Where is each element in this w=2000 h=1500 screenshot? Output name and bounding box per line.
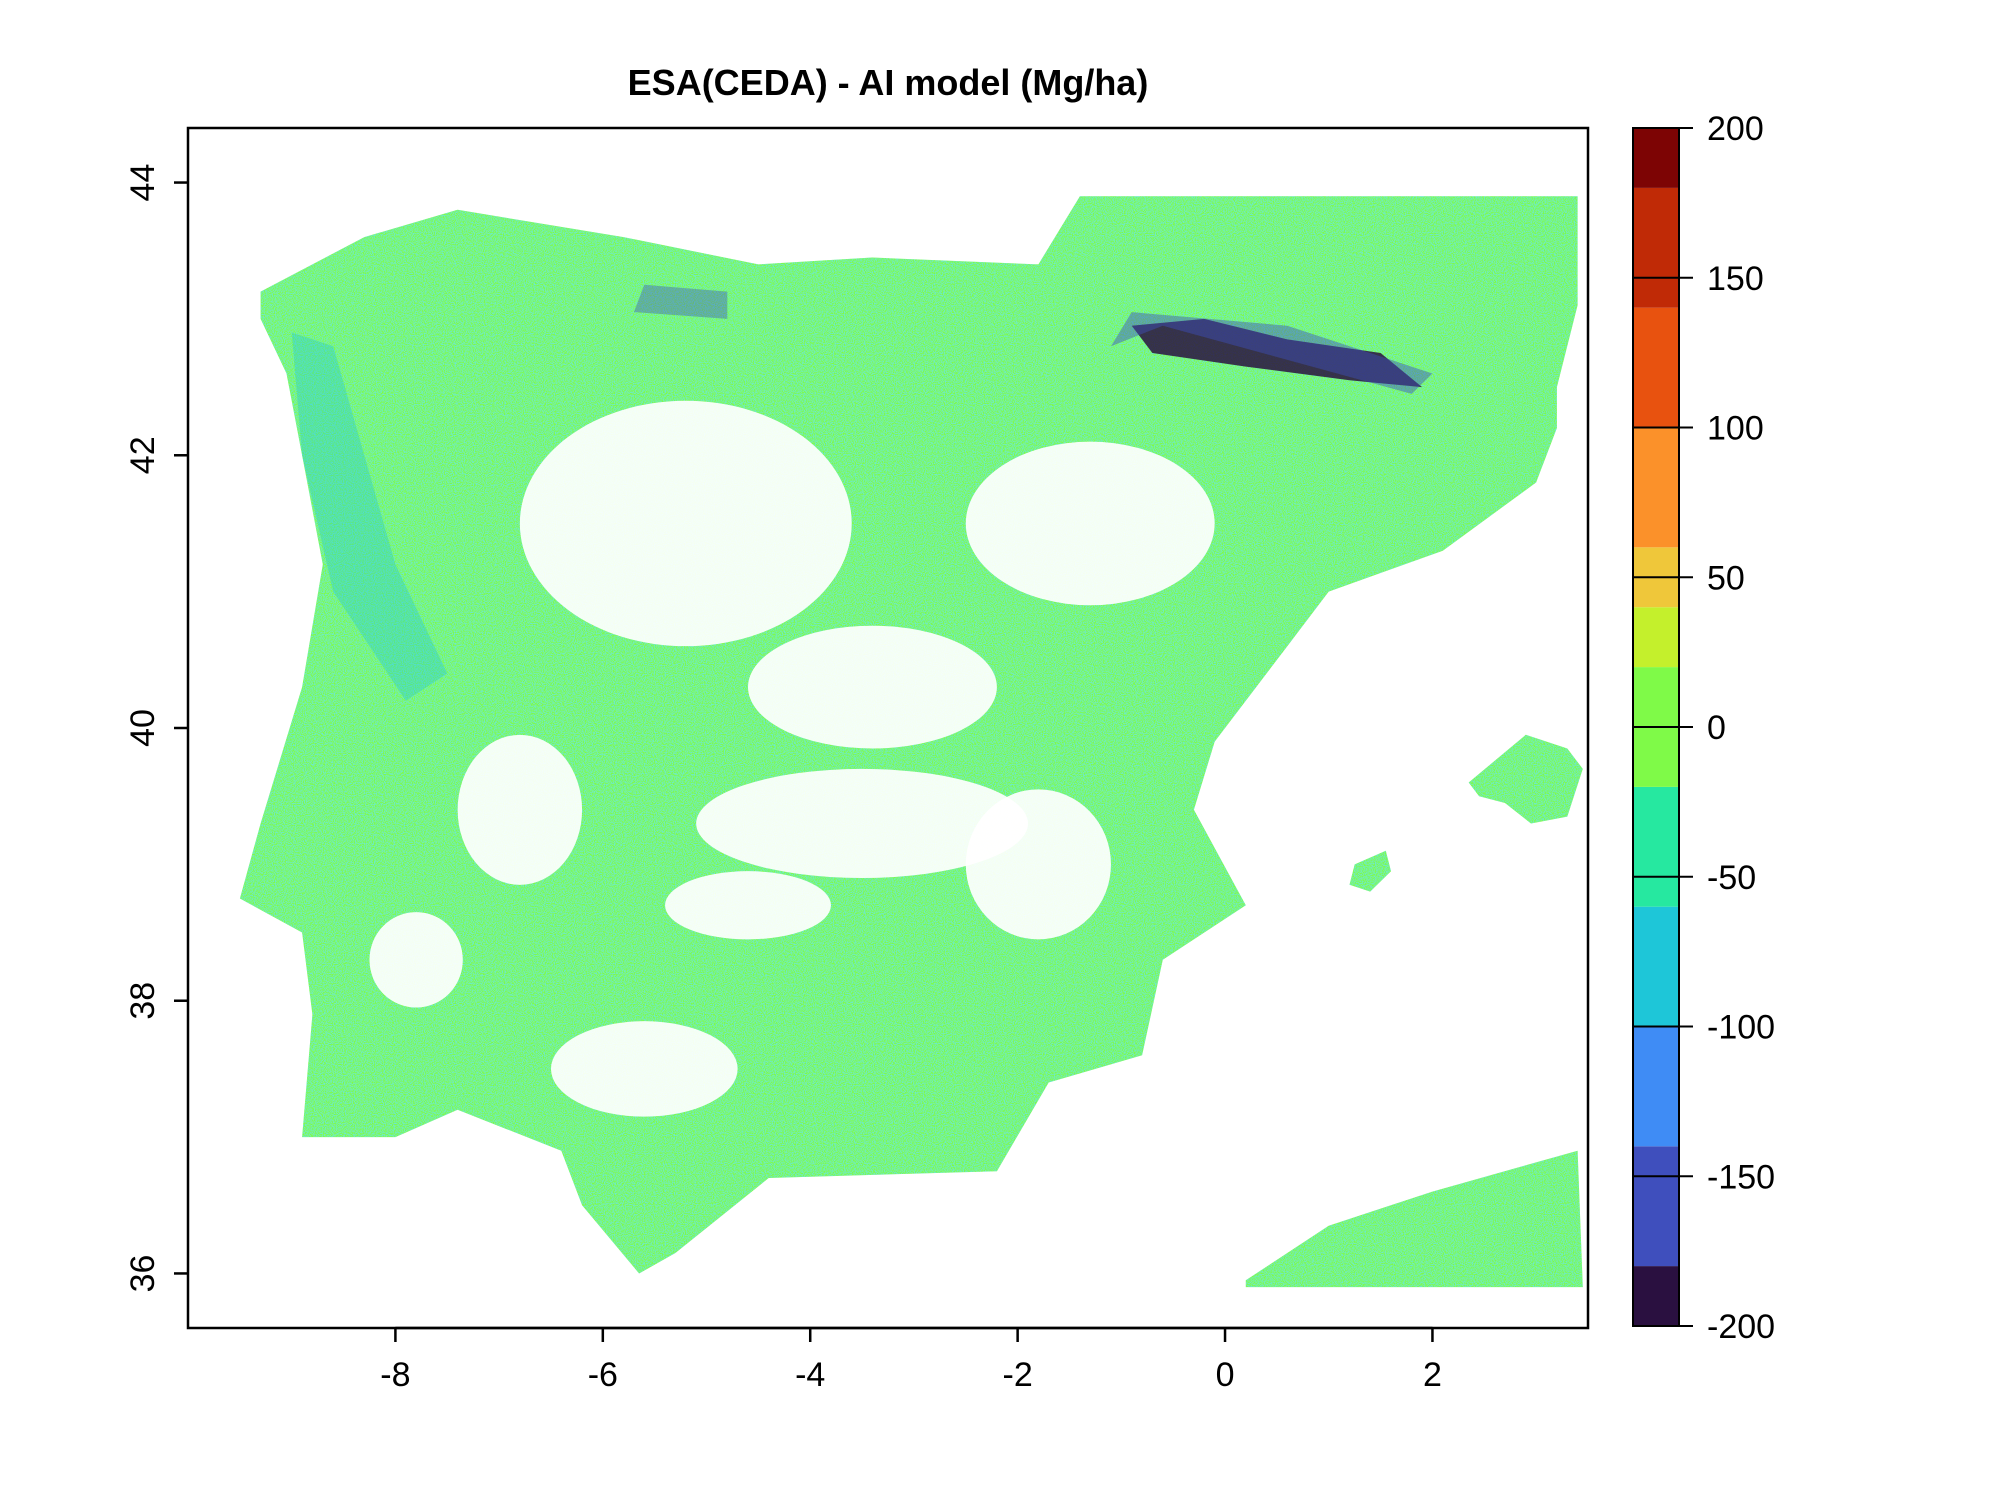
colorbar-tick-label: 150 bbox=[1707, 260, 1764, 298]
x-tick-label: 2 bbox=[1423, 1356, 1442, 1394]
colorbar-bin bbox=[1633, 727, 1679, 787]
colorbar-tick-label: -150 bbox=[1707, 1158, 1775, 1196]
x-tick-label: -8 bbox=[380, 1356, 410, 1394]
nonforest-area-10 bbox=[369, 912, 463, 1008]
nonforest-area-6 bbox=[550, 1021, 738, 1117]
colorbar-bin bbox=[1633, 667, 1679, 727]
colorbar-bin bbox=[1633, 607, 1679, 668]
nonforest-area-4 bbox=[965, 441, 1215, 606]
colorbar-bin bbox=[1633, 427, 1679, 548]
colorbar-bin bbox=[1633, 1146, 1679, 1267]
colorbar-tick-label: -50 bbox=[1707, 859, 1756, 897]
x-axis: -8 -6 -4 -2 0 2 bbox=[380, 1326, 1442, 1394]
colorbar-bin bbox=[1633, 786, 1679, 907]
nonforest-area-5 bbox=[457, 734, 583, 885]
atlantic-cyan-band bbox=[291, 332, 448, 701]
colorbar-tick-label: 50 bbox=[1707, 559, 1745, 597]
colorbar-bin bbox=[1633, 307, 1679, 428]
nonforest-area-3 bbox=[696, 768, 1028, 878]
colorbar-legend: -200 -150 -100 -50 0 50 100 150 200 bbox=[1632, 110, 1775, 1346]
colorbar-bin bbox=[1633, 1026, 1679, 1147]
x-tick-label: 0 bbox=[1216, 1356, 1235, 1394]
nonforest-area-2 bbox=[748, 625, 997, 749]
colorbar-bin bbox=[1633, 906, 1679, 1027]
colorbar-tick-label: -200 bbox=[1707, 1308, 1775, 1346]
map-raster bbox=[239, 196, 1583, 1288]
y-tick-label: 42 bbox=[124, 436, 162, 474]
cantabrian-blue-patch bbox=[633, 284, 728, 319]
colorbar-tick-label: -100 bbox=[1707, 1009, 1775, 1047]
ibiza bbox=[1349, 850, 1391, 892]
colorbar-tick-label: 100 bbox=[1707, 410, 1764, 448]
y-tick-label: 40 bbox=[124, 709, 162, 747]
colorbar-bin bbox=[1633, 187, 1679, 308]
colorbar-tick-label: 200 bbox=[1707, 110, 1764, 148]
x-tick-label: -4 bbox=[795, 1356, 825, 1394]
y-axis: 36 38 40 42 44 bbox=[124, 164, 188, 1293]
nonforest-area-8 bbox=[965, 789, 1111, 940]
north-africa-coast bbox=[1245, 1150, 1583, 1288]
colorbar-bin bbox=[1633, 1266, 1679, 1326]
pyrenees-dark-patch bbox=[1131, 318, 1423, 388]
nonforest-area-9 bbox=[665, 871, 831, 940]
x-tick-label: -6 bbox=[588, 1356, 618, 1394]
mallorca bbox=[1468, 734, 1583, 824]
colorbar-bin bbox=[1633, 128, 1679, 188]
y-tick-label: 36 bbox=[124, 1255, 162, 1293]
colorbar-tick-label: 0 bbox=[1707, 709, 1726, 747]
y-tick-label: 44 bbox=[124, 164, 162, 202]
chart-title: ESA(CEDA) - AI model (Mg/ha) bbox=[628, 62, 1149, 103]
pyrenees-blue-fringe bbox=[1111, 312, 1433, 394]
nonforest-area-1 bbox=[519, 400, 852, 647]
y-tick-label: 38 bbox=[124, 982, 162, 1020]
x-tick-label: -2 bbox=[1003, 1356, 1033, 1394]
